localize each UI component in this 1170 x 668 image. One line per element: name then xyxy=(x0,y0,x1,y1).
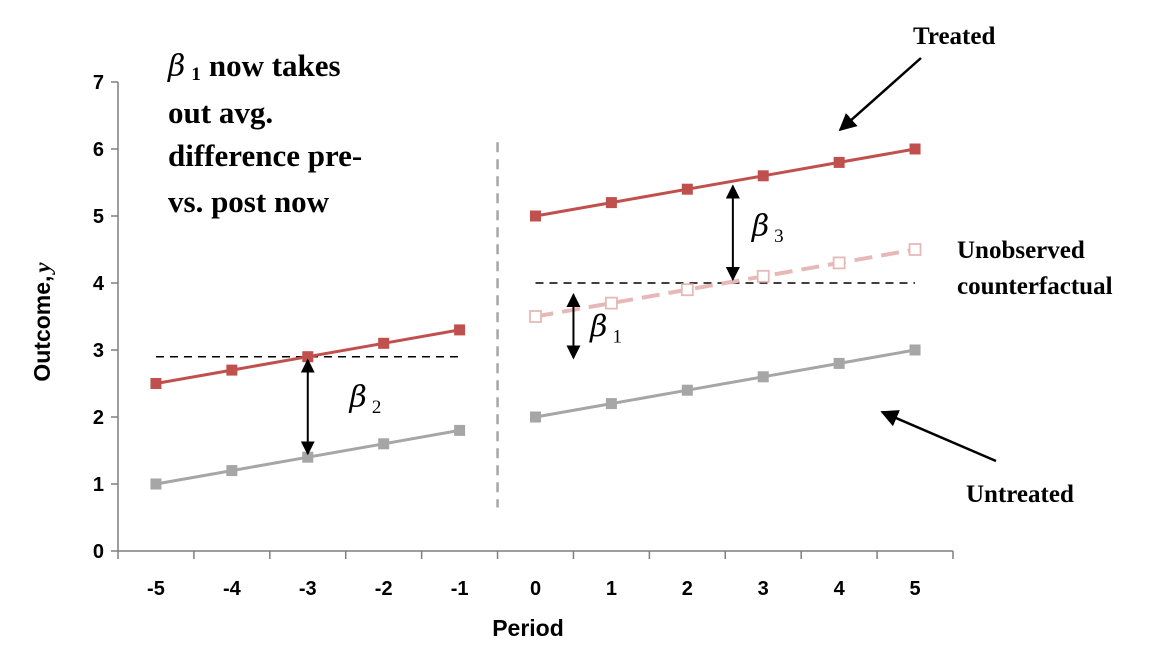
data-point xyxy=(150,378,162,389)
data-point xyxy=(681,183,693,195)
y-axis-title-var: y xyxy=(30,262,55,276)
y-tick-label: 5 xyxy=(93,206,104,228)
x-tick-label: 3 xyxy=(758,578,769,600)
data-point xyxy=(530,210,541,222)
series-treated-post xyxy=(530,143,921,222)
x-tick-label: 0 xyxy=(530,578,541,600)
note-block: β 1 now takes out avg. difference pre- vs.… xyxy=(167,48,362,219)
series-line xyxy=(535,348,916,419)
data-point xyxy=(605,197,617,209)
x-tick-label: 5 xyxy=(909,578,920,600)
data-point xyxy=(908,243,922,256)
note-beta-symbol: β xyxy=(167,49,185,84)
data-point xyxy=(909,143,921,155)
series-line xyxy=(535,147,916,218)
note-line-2: out avg. xyxy=(168,95,273,130)
counterfactual-label-line-1: Unobserved xyxy=(957,237,1085,264)
series-unobserved-counterfactual-post xyxy=(529,243,922,323)
y-tick-label: 3 xyxy=(93,340,104,362)
series-untreated-post xyxy=(530,344,921,423)
note-line-1: β 1 now takes xyxy=(167,48,341,85)
series-untreated-pre xyxy=(150,424,466,490)
counterfactual-label-line-2: counterfactual xyxy=(957,273,1113,300)
note-beta-subscript: 1 xyxy=(191,64,201,85)
y-tick-label: 7 xyxy=(93,72,104,94)
data-point xyxy=(530,411,541,423)
note-line-3: difference pre- xyxy=(168,138,362,173)
data-point xyxy=(909,344,921,356)
data-point xyxy=(832,256,846,270)
series-treated-pre xyxy=(150,324,466,389)
data-point xyxy=(302,351,314,363)
x-tick-label: -5 xyxy=(147,578,165,600)
series-line xyxy=(535,247,916,319)
data-point xyxy=(756,269,770,283)
x-tick-label: -3 xyxy=(299,578,317,600)
y-tick-label: 2 xyxy=(93,407,104,429)
data-point xyxy=(150,478,162,490)
y-tick-label: 6 xyxy=(93,139,104,161)
y-axis-title-text: Outcome, xyxy=(29,276,55,382)
data-point xyxy=(226,465,238,477)
beta-symbol: β xyxy=(751,209,769,244)
data-point xyxy=(605,398,617,410)
x-tick-label: 4 xyxy=(834,578,846,600)
beta-symbol: β xyxy=(589,310,607,345)
y-tick-label: 0 xyxy=(93,541,104,563)
x-tick-label: 1 xyxy=(606,578,617,600)
data-point xyxy=(378,438,390,450)
series-group xyxy=(150,143,922,490)
axes: 0 1 2 3 4 5 6 7 -5 -4 -3 -2 -1 0 1 2 3 4 5 xyxy=(93,72,954,600)
data-point xyxy=(757,371,769,383)
data-point xyxy=(454,324,466,336)
x-tick-label: -2 xyxy=(375,578,393,600)
x-ticks: -5 -4 -3 -2 -1 0 1 2 3 4 5 xyxy=(117,551,954,600)
x-tick-label: -1 xyxy=(451,578,469,600)
data-point xyxy=(302,451,314,463)
treated-pointer-arrow xyxy=(838,57,922,132)
x-axis-title: Period xyxy=(492,615,564,641)
beta-subscript: 2 xyxy=(372,397,382,418)
x-tick-label: -4 xyxy=(223,578,242,600)
data-point xyxy=(681,384,693,396)
data-point xyxy=(529,310,542,323)
untreated-label: Untreated xyxy=(966,481,1074,508)
y-tick-label: 1 xyxy=(93,474,104,496)
note-line-1-text: now takes xyxy=(209,48,341,83)
beta-subscript: 3 xyxy=(774,226,784,247)
data-point xyxy=(226,364,238,376)
beta-arrows: β 2β 3β 1 xyxy=(300,184,784,456)
data-point xyxy=(680,283,694,297)
beta-subscript: 1 xyxy=(612,327,622,348)
x-tick-label: 2 xyxy=(682,578,693,600)
data-point xyxy=(378,337,390,349)
data-point xyxy=(833,357,845,369)
data-point xyxy=(605,296,618,310)
data-point xyxy=(757,170,769,182)
beta-symbol: β xyxy=(349,380,367,415)
y-axis-title: Outcome,y xyxy=(29,262,55,382)
treated-label: Treated xyxy=(913,23,995,50)
data-point xyxy=(454,424,466,436)
data-point xyxy=(833,156,845,168)
note-line-4: vs. post now xyxy=(168,184,330,219)
untreated-pointer-arrow xyxy=(880,410,997,463)
y-tick-label: 4 xyxy=(93,273,105,295)
y-ticks: 0 1 2 3 4 5 6 7 xyxy=(93,72,118,563)
